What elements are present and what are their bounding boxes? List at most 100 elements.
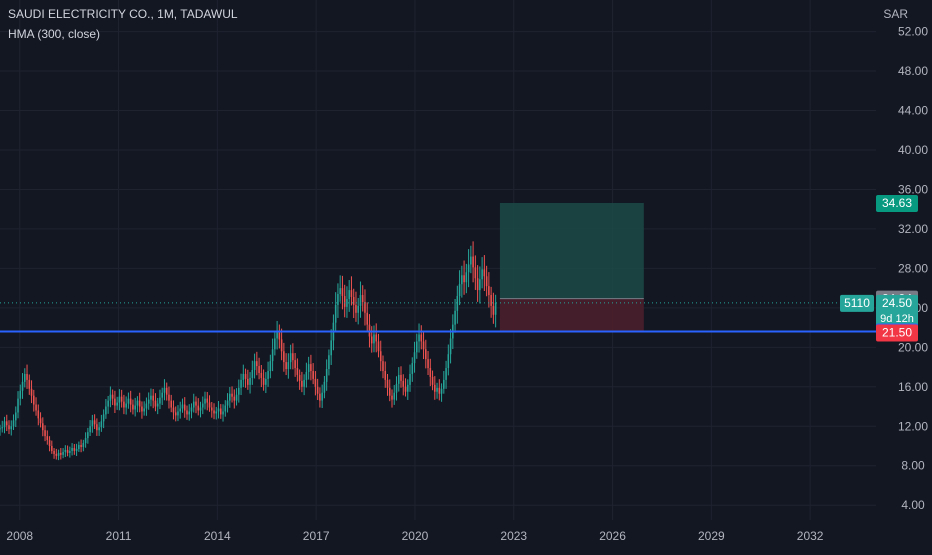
candle-body: [357, 305, 359, 313]
candle-body: [256, 361, 258, 367]
candle-body: [334, 304, 337, 323]
candle-body: [364, 301, 366, 313]
x-tick-label: 2026: [599, 529, 626, 543]
candle-body: [425, 349, 427, 360]
candle-body: [483, 269, 486, 277]
candle-body: [141, 406, 143, 412]
candle-body: [386, 379, 389, 388]
candle-body: [481, 269, 483, 280]
candle-body: [323, 381, 326, 393]
candle-body: [461, 275, 463, 285]
candle-body: [152, 395, 154, 401]
candle-body: [485, 276, 488, 287]
candle-body: [111, 394, 114, 399]
candle-body: [440, 388, 443, 394]
candle-body: [183, 404, 186, 411]
price-badge-label: 21.50: [882, 326, 912, 340]
candle-body: [359, 295, 362, 306]
candle-body: [174, 412, 177, 416]
candle-body: [134, 405, 136, 410]
candle-body: [388, 387, 391, 396]
candle-body: [64, 449, 67, 452]
candle-body: [125, 403, 127, 408]
candle-body: [278, 332, 281, 340]
x-tick-label: 2008: [6, 529, 33, 543]
candle-body: [492, 305, 495, 315]
candle-body: [46, 436, 49, 441]
candle-body: [5, 421, 8, 426]
candle-body: [449, 338, 452, 355]
candle-body: [188, 411, 191, 415]
candle-body: [379, 351, 382, 362]
candle-body: [30, 388, 33, 396]
candle-body: [73, 447, 76, 451]
indicator-legend[interactable]: HMA (300, close): [8, 27, 101, 41]
ticker-badge-label: 5110: [844, 296, 870, 310]
candle-body: [312, 371, 314, 379]
candle-body: [190, 407, 193, 412]
candle-body: [429, 368, 432, 377]
candle-body: [242, 373, 245, 380]
candle-body: [377, 341, 380, 352]
candle-body: [71, 447, 73, 451]
candle-body: [298, 374, 301, 381]
x-tick-label: 2011: [106, 529, 132, 543]
candle-body: [350, 290, 353, 298]
candle-body: [145, 403, 148, 409]
candle-body: [262, 377, 265, 385]
candle-body: [339, 288, 341, 295]
candle-body: [447, 354, 450, 369]
candle-body: [397, 374, 400, 384]
y-tick-label: 40.00: [898, 143, 928, 157]
candle-body: [240, 379, 242, 388]
symbol-title[interactable]: SAUDI ELECTRICITY CO., 1M, TADAWUL: [8, 7, 238, 21]
candle-body: [60, 452, 62, 455]
candle-body: [431, 376, 434, 385]
candle-body: [289, 353, 292, 363]
candle-body: [249, 377, 251, 385]
candle-body: [420, 334, 423, 342]
candle-body: [213, 410, 215, 414]
candle-body: [89, 426, 91, 433]
candle-body: [488, 286, 490, 296]
countdown-label: 9d 12h: [880, 313, 914, 325]
x-tick-label: 2032: [797, 529, 824, 543]
candle-body: [210, 407, 213, 411]
candle-body: [474, 267, 477, 279]
candle-body: [330, 340, 332, 356]
candle-body: [366, 312, 369, 325]
candle-body: [479, 279, 481, 291]
candle-body: [199, 407, 202, 411]
candle-body: [343, 296, 346, 307]
candle-body: [1, 427, 4, 429]
x-tick-label: 2017: [303, 529, 330, 543]
price-badge: [876, 324, 918, 342]
candle-body: [319, 393, 321, 401]
candle-body: [53, 450, 55, 454]
candle-body: [91, 420, 94, 427]
candle-body: [422, 341, 425, 350]
candle-body: [219, 408, 222, 415]
y-tick-label: 52.00: [898, 25, 928, 39]
candle-body: [269, 361, 272, 372]
candle-body: [244, 373, 247, 379]
target-zone: [499, 202, 644, 299]
candle-body: [445, 368, 447, 380]
candle-body: [280, 339, 283, 352]
candle-body: [172, 407, 175, 413]
candle-body: [271, 349, 274, 362]
price-badge-label: 34.63: [882, 196, 912, 210]
candle-body: [373, 334, 375, 344]
candle-body: [260, 372, 263, 378]
candle-body: [23, 373, 26, 382]
candle-body: [328, 355, 330, 370]
candle-body: [102, 414, 105, 422]
candle-body: [114, 398, 116, 406]
candle-body: [494, 302, 497, 315]
candle-body: [165, 387, 168, 395]
candle-body: [361, 295, 364, 302]
y-tick-label: 28.00: [898, 261, 928, 275]
candle-body: [217, 408, 220, 412]
